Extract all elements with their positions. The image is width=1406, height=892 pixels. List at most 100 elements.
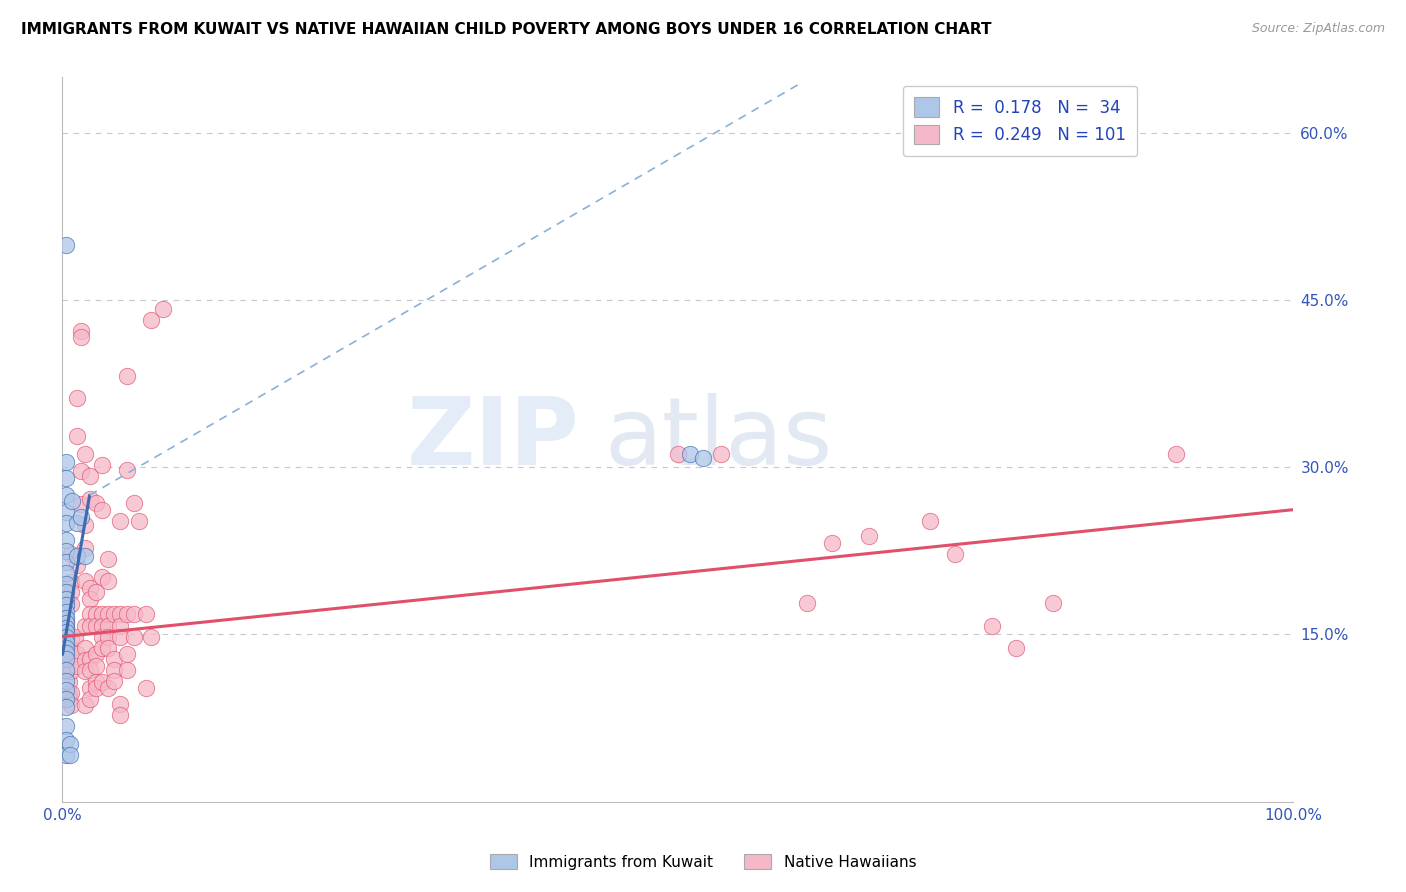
Point xyxy=(66,516,89,530)
Point xyxy=(90,618,112,632)
Point xyxy=(110,618,132,632)
Point xyxy=(60,664,83,678)
Point xyxy=(135,607,157,622)
Point xyxy=(55,621,77,635)
Point xyxy=(152,302,174,317)
Point xyxy=(55,733,77,747)
Point xyxy=(103,652,125,666)
Point xyxy=(139,313,162,327)
Point xyxy=(103,674,125,689)
Point xyxy=(55,630,77,644)
Point xyxy=(943,547,966,561)
Point xyxy=(59,747,82,762)
Point xyxy=(55,591,77,606)
Point xyxy=(55,455,77,469)
Point xyxy=(97,574,120,588)
Point xyxy=(103,663,125,677)
Point xyxy=(55,646,77,660)
Point xyxy=(1042,596,1064,610)
Point xyxy=(55,611,77,625)
Point xyxy=(980,618,1002,632)
Point xyxy=(84,648,107,662)
Point xyxy=(79,692,101,706)
Point xyxy=(55,577,77,591)
Point xyxy=(55,566,77,581)
Point xyxy=(692,451,714,466)
Text: atlas: atlas xyxy=(605,393,832,485)
Point xyxy=(55,635,77,649)
Point xyxy=(55,683,77,698)
Point xyxy=(79,591,101,606)
Point xyxy=(110,630,132,644)
Point xyxy=(84,658,107,673)
Point xyxy=(55,719,77,733)
Point xyxy=(73,698,96,712)
Point xyxy=(58,686,80,700)
Point xyxy=(70,510,93,524)
Point xyxy=(55,544,77,558)
Point xyxy=(97,618,120,632)
Point xyxy=(90,458,112,472)
Point xyxy=(79,581,101,595)
Point xyxy=(55,636,77,650)
Point xyxy=(55,692,77,706)
Point xyxy=(110,707,132,722)
Point xyxy=(55,664,77,678)
Point xyxy=(115,607,138,622)
Point xyxy=(55,653,77,667)
Point xyxy=(115,462,138,476)
Point xyxy=(55,625,77,640)
Point xyxy=(55,614,77,628)
Point xyxy=(66,648,89,662)
Point xyxy=(58,692,80,706)
Point xyxy=(115,648,138,662)
Point xyxy=(97,630,120,644)
Point xyxy=(79,652,101,666)
Point xyxy=(796,596,818,610)
Point xyxy=(90,675,112,690)
Text: ZIP: ZIP xyxy=(406,393,579,485)
Point xyxy=(55,699,77,714)
Point xyxy=(55,747,77,762)
Point xyxy=(60,575,83,590)
Point xyxy=(55,625,77,640)
Point xyxy=(66,391,89,405)
Point xyxy=(858,529,880,543)
Point xyxy=(55,652,77,666)
Point xyxy=(55,605,77,619)
Point xyxy=(110,697,132,711)
Point xyxy=(97,681,120,695)
Point xyxy=(90,502,112,516)
Point xyxy=(66,658,89,673)
Point xyxy=(55,555,77,569)
Point xyxy=(73,541,96,555)
Text: Source: ZipAtlas.com: Source: ZipAtlas.com xyxy=(1251,22,1385,36)
Point xyxy=(70,325,93,339)
Point xyxy=(128,514,150,528)
Point xyxy=(60,547,83,561)
Point xyxy=(1005,640,1028,655)
Point xyxy=(139,630,162,644)
Text: IMMIGRANTS FROM KUWAIT VS NATIVE HAWAIIAN CHILD POVERTY AMONG BOYS UNDER 16 CORR: IMMIGRANTS FROM KUWAIT VS NATIVE HAWAIIA… xyxy=(21,22,991,37)
Point xyxy=(90,640,112,655)
Point xyxy=(920,514,942,528)
Point xyxy=(60,493,83,508)
Point xyxy=(55,674,77,689)
Point xyxy=(55,599,77,613)
Point xyxy=(55,471,77,485)
Point xyxy=(97,607,120,622)
Point xyxy=(135,681,157,695)
Point xyxy=(55,516,77,530)
Point xyxy=(103,607,125,622)
Point xyxy=(1166,447,1188,461)
Point xyxy=(90,607,112,622)
Point xyxy=(122,607,145,622)
Point xyxy=(115,663,138,677)
Point xyxy=(60,598,83,612)
Point xyxy=(79,469,101,483)
Point xyxy=(55,663,77,677)
Point xyxy=(55,488,77,502)
Point xyxy=(55,585,77,599)
Point xyxy=(55,505,77,519)
Point xyxy=(60,686,83,700)
